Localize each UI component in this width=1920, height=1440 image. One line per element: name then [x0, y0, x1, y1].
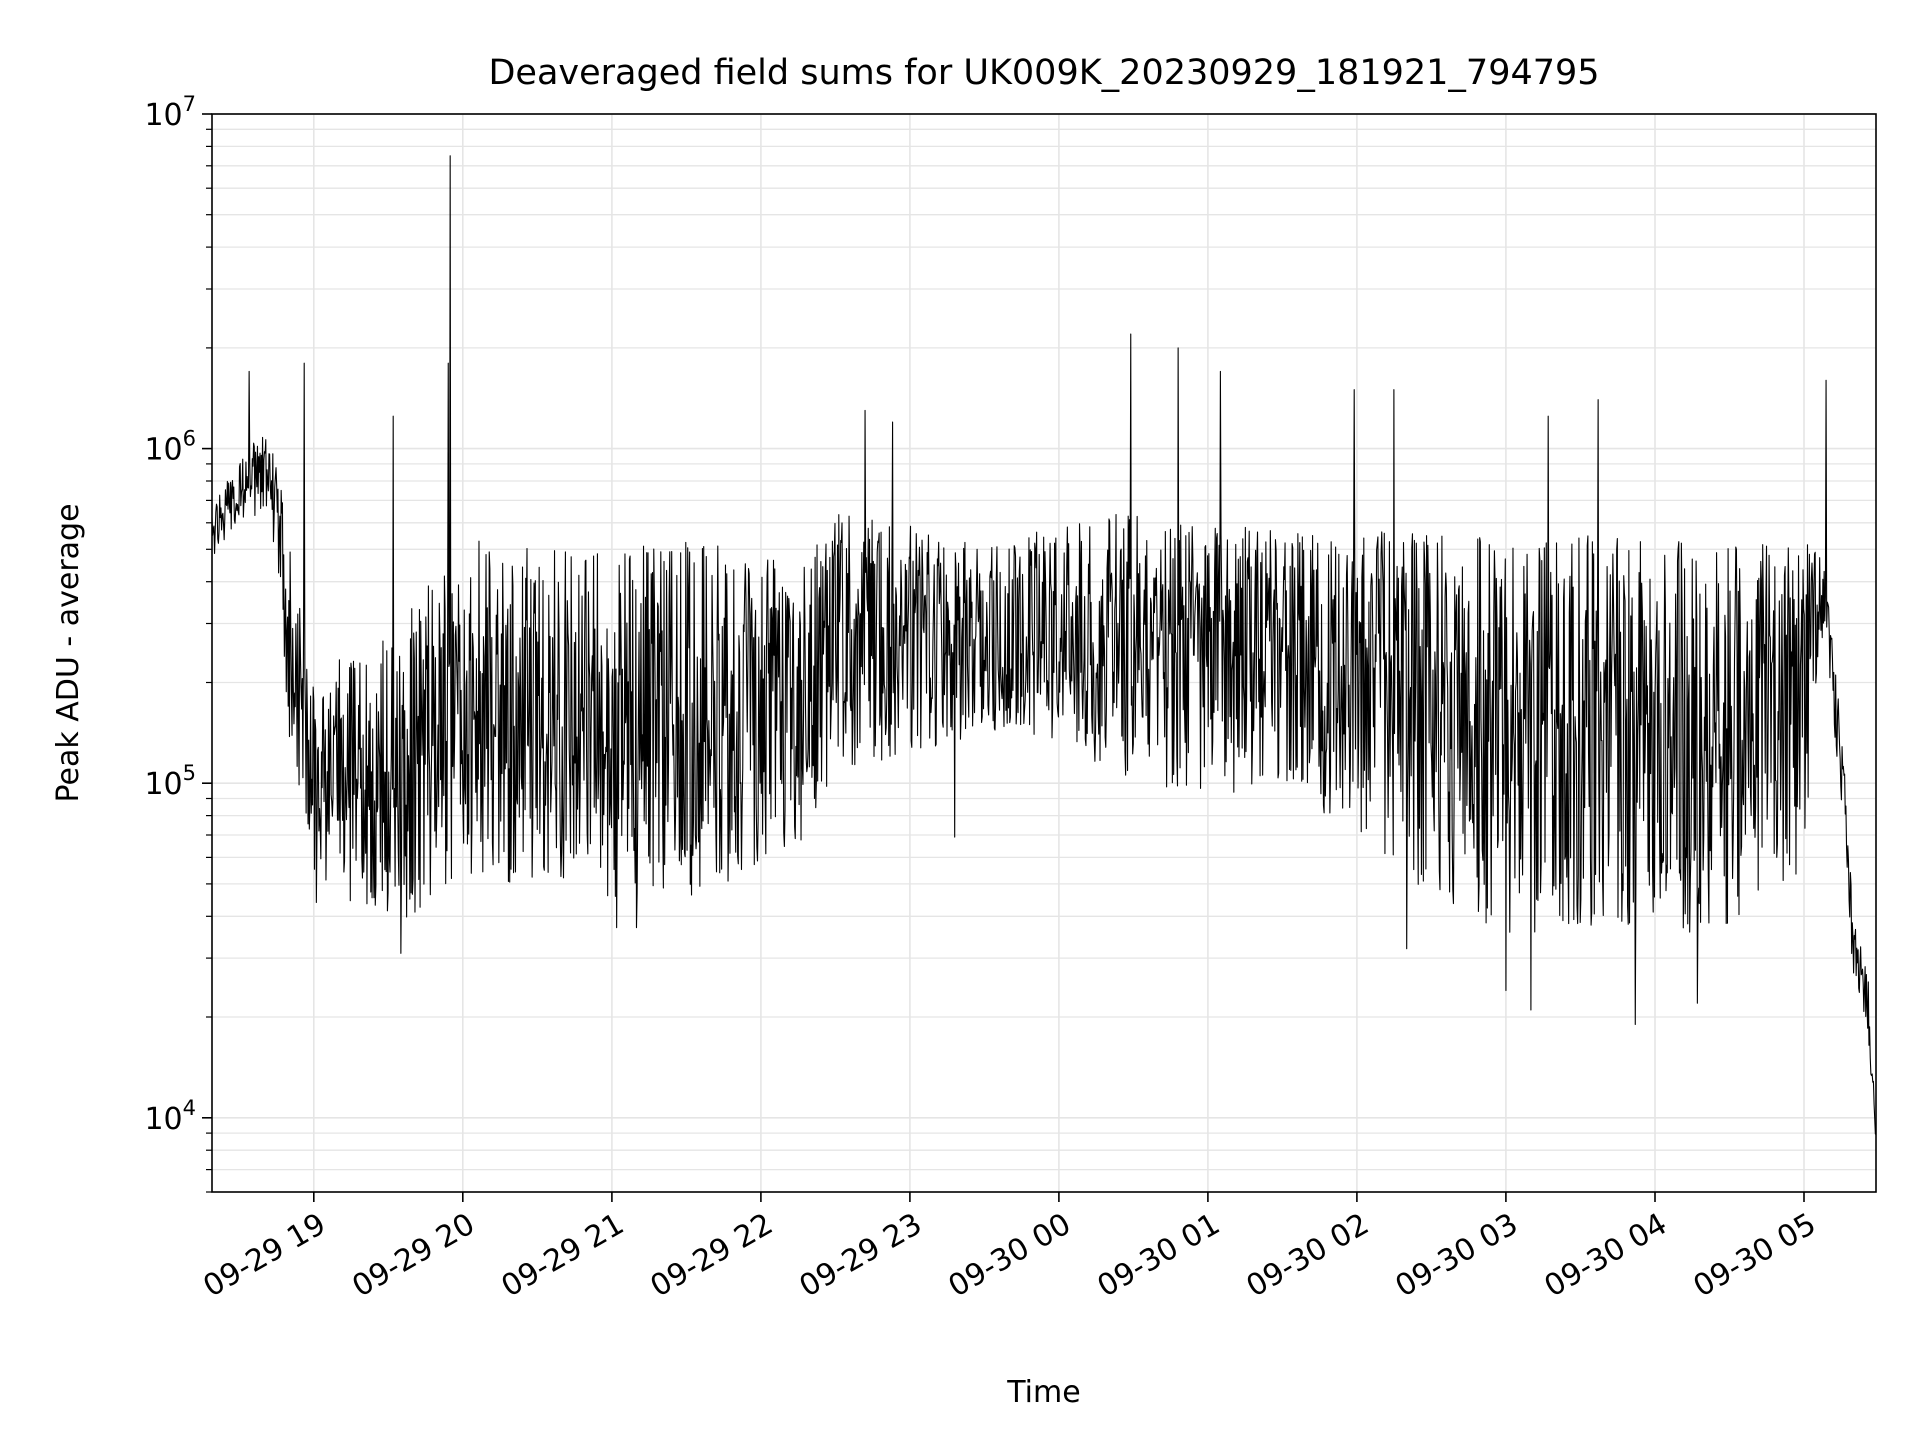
chart-title: Deaveraged field sums for UK009K_2023092…	[488, 53, 1599, 93]
y-tick-label: 106	[144, 427, 196, 468]
y-axis-label: Peak ADU - average	[51, 503, 86, 802]
series-line	[211, 155, 1877, 1135]
y-tick-label: 104	[144, 1096, 196, 1137]
major-grid	[212, 113, 1876, 1192]
plot-frame	[211, 113, 1877, 1193]
y-tick-label: 107	[144, 92, 196, 133]
y-axis: 104 105 106 107	[144, 92, 212, 1193]
x-axis-label: Time	[1006, 1375, 1080, 1410]
y-tick-label: 105	[144, 761, 196, 802]
